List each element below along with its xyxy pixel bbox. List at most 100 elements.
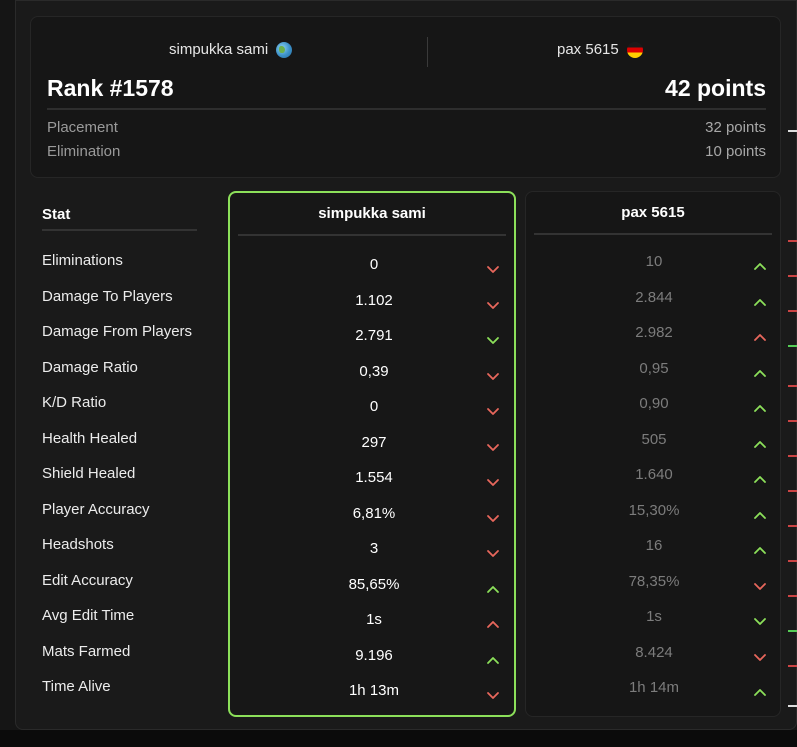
player2-name[interactable]: pax 5615 (557, 41, 643, 58)
chevron-down-icon (486, 261, 500, 273)
chevron-down-icon (753, 578, 767, 590)
player1-stat-value: 2.791 (355, 327, 393, 344)
player1-stat-value: 3 (369, 540, 379, 557)
stat-label: Mats Farmed (42, 642, 131, 660)
germany-flag-icon (626, 41, 643, 58)
player2-stat-value: 10 (645, 253, 663, 270)
placement-label: Placement (47, 119, 118, 136)
bottom-bar (0, 730, 797, 747)
stat-label: Avg Edit Time (42, 607, 135, 624)
player1-stat-value: 1h 13m (348, 682, 400, 699)
player2-stats-card[interactable]: pax 5615 10 2.844 2.982 0,95 0,90 505 1.640 15,… (525, 191, 781, 717)
player2-column-header: pax 5615 (534, 192, 772, 235)
player2-stat-value: 78,35% (628, 572, 680, 590)
placement-row: Placement 32 points (47, 119, 766, 136)
chevron-down-icon (486, 368, 500, 380)
stat-label: Edit Accuracy (42, 571, 133, 589)
chevron-up-icon (486, 616, 500, 628)
globe-icon (276, 41, 293, 58)
stat-column-header: Stat (42, 195, 197, 231)
player1-stat-value: 85,65% (348, 575, 400, 593)
player2-stat-value: 1s (646, 608, 662, 625)
chart-tick (788, 490, 797, 492)
player2-stat-value: 8.424 (635, 643, 673, 661)
chevron-down-icon (753, 649, 767, 661)
chevron-down-icon (486, 474, 500, 486)
stat-label: Eliminations (42, 252, 123, 269)
player1-column-header: simpukka sami (238, 193, 506, 236)
chart-tick (788, 665, 797, 667)
stat-label: Shield Healed (42, 465, 136, 482)
chevron-up-icon (753, 329, 767, 341)
chevron-up-icon (486, 652, 500, 664)
stat-label: Damage Ratio (42, 358, 138, 376)
stat-label: K/D Ratio (42, 394, 107, 411)
chevron-up-icon (753, 436, 767, 448)
player1-stat-value: 9.196 (355, 646, 393, 664)
chevron-down-icon (486, 403, 500, 415)
player2-stat-value: 0,95 (639, 359, 669, 377)
stat-column: Stat Eliminations Damage To Players Damage… (42, 195, 197, 695)
player2-stat-value: 15,30% (628, 501, 680, 519)
player1-stat-value: 6,81% (352, 504, 396, 522)
player1-stats-card: simpukka sami 0 1.102 2.791 0,39 0 297 1.554 6,… (228, 191, 516, 717)
chart-tick (788, 385, 797, 387)
chart-tick (788, 705, 797, 707)
chevron-up-icon (753, 507, 767, 519)
player1-stat-value: 297 (361, 433, 387, 451)
chevron-down-icon (486, 545, 500, 557)
chart-tick (788, 420, 797, 422)
elimination-value: 10 points (705, 143, 766, 160)
player2-stat-value: 2.982 (635, 324, 673, 341)
chart-tick (788, 630, 797, 632)
player1-stat-value: 1.554 (355, 469, 393, 486)
chart-tick (788, 455, 797, 457)
player1-stat-value: 1s (366, 611, 382, 628)
chart-tick (788, 525, 797, 527)
elimination-label: Elimination (47, 143, 121, 160)
rank-value: Rank #1578 (47, 75, 174, 101)
stat-label: Player Accuracy (42, 500, 150, 518)
chart-tick (788, 310, 797, 312)
player1-name[interactable]: simpukka sami (169, 41, 293, 58)
chart-tick (788, 240, 797, 242)
player1-stat-value: 1.102 (355, 291, 393, 309)
elimination-row: Elimination 10 points (47, 143, 766, 160)
match-summary-header: simpukka sami pax 5615 Rank #1578 42 poi… (30, 16, 781, 178)
chevron-up-icon (753, 542, 767, 554)
chevron-down-icon (486, 510, 500, 522)
player2-stat-value: 505 (641, 430, 667, 448)
player1-stat-value: 0 (369, 256, 379, 273)
chart-tick (788, 275, 797, 277)
chevron-up-icon (753, 365, 767, 377)
player2-stat-value: 0,90 (639, 395, 669, 412)
stat-label: Health Healed (42, 429, 138, 447)
player1-stat-value: 0 (369, 398, 379, 415)
stat-label: Time Alive (42, 678, 111, 695)
player2-stat-value: 2.844 (635, 288, 673, 306)
chevron-up-icon (753, 684, 767, 696)
player1-stat-value: 0,39 (359, 362, 389, 380)
chevron-up-icon (753, 294, 767, 306)
chevron-up-icon (753, 400, 767, 412)
background-chart-ticks (788, 0, 797, 730)
player2-stat-value: 1.640 (635, 466, 673, 483)
chart-tick (788, 595, 797, 597)
stat-label: Damage To Players (42, 287, 173, 305)
placement-value: 32 points (705, 119, 766, 136)
stat-label: Damage From Players (42, 323, 193, 340)
chevron-down-icon (486, 687, 500, 699)
stat-label: Headshots (42, 536, 114, 553)
chart-tick (788, 560, 797, 562)
chevron-up-icon (753, 258, 767, 270)
chevron-down-icon (486, 439, 500, 451)
player2-stat-value: 1h 14m (628, 679, 680, 696)
chevron-up-icon (753, 471, 767, 483)
header-divider-line (47, 108, 766, 110)
chevron-down-icon (753, 613, 767, 625)
chart-tick (788, 130, 797, 132)
total-points: 42 points (665, 75, 766, 101)
player2-stat-value: 16 (645, 537, 663, 554)
header-divider (427, 37, 428, 67)
chart-tick (788, 345, 797, 347)
